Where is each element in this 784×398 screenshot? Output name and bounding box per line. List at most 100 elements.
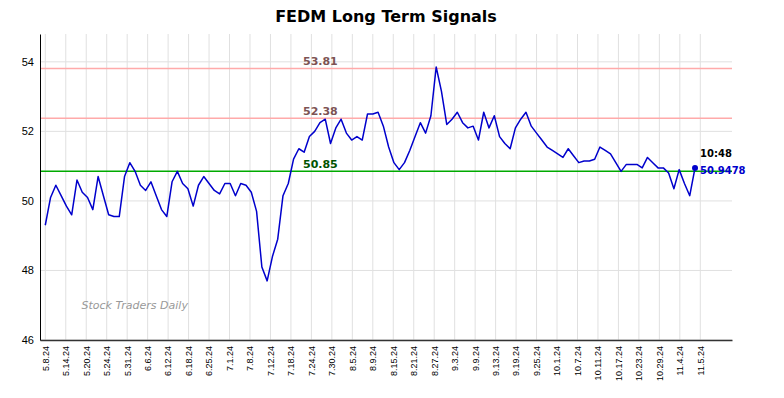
x-tick-label: 6.6.24 bbox=[143, 346, 153, 371]
x-tick: 6.25.24 bbox=[204, 340, 214, 376]
grid-line-x bbox=[597, 34, 598, 340]
x-tick: 7.30.24 bbox=[327, 340, 337, 376]
y-tick-label: 54 bbox=[22, 56, 34, 68]
last-point bbox=[692, 165, 698, 171]
x-tick: 8.27.24 bbox=[430, 340, 440, 376]
x-tick-label: 5.14.24 bbox=[61, 346, 71, 376]
y-tick-label: 50 bbox=[22, 195, 34, 207]
grid-line-x bbox=[106, 34, 107, 340]
x-tick-label: 9.13.24 bbox=[491, 346, 501, 376]
x-tick-label: 5.8.24 bbox=[41, 346, 51, 371]
y-tick-label: 52 bbox=[22, 125, 34, 137]
y-axis-line bbox=[40, 35, 41, 341]
x-tick: 7.12.24 bbox=[266, 340, 276, 376]
x-tick-label: 7.8.24 bbox=[245, 346, 255, 371]
x-tick-label: 7.1.24 bbox=[225, 346, 235, 371]
grid-line-x bbox=[557, 34, 558, 340]
x-tick: 8.15.24 bbox=[389, 340, 399, 376]
grid-line-x bbox=[168, 34, 169, 340]
reference-label: 52.38 bbox=[303, 105, 338, 118]
x-tick-label: 8.27.24 bbox=[430, 346, 440, 376]
grid-line-x bbox=[188, 34, 189, 340]
reference-line bbox=[40, 171, 732, 173]
x-tick: 9.9.24 bbox=[471, 340, 481, 371]
grid-line-y bbox=[40, 61, 732, 62]
x-tick-label: 10.17.24 bbox=[614, 346, 624, 381]
x-tick: 7.18.24 bbox=[286, 340, 296, 376]
grid-line-y bbox=[40, 340, 732, 341]
x-tick-label: 8.15.24 bbox=[389, 346, 399, 376]
x-tick-label: 8.5.24 bbox=[348, 346, 358, 371]
x-tick-label: 8.21.24 bbox=[409, 346, 419, 376]
grid-line-x bbox=[127, 34, 128, 340]
watermark: Stock Traders Daily bbox=[82, 299, 189, 312]
y-tick: 50 bbox=[22, 195, 40, 207]
grid-line-x bbox=[290, 34, 291, 340]
y-tick: 46 bbox=[22, 334, 40, 346]
x-tick: 9.3.24 bbox=[450, 340, 460, 371]
x-tick: 11.4.24 bbox=[675, 340, 685, 375]
grid-line-x bbox=[331, 34, 332, 340]
grid-line-x bbox=[249, 34, 250, 340]
x-tick: 8.9.24 bbox=[368, 340, 378, 371]
x-tick-label: 7.12.24 bbox=[266, 346, 276, 376]
x-tick: 5.14.24 bbox=[61, 340, 71, 376]
x-tick-label: 6.18.24 bbox=[184, 346, 194, 376]
x-tick: 9.25.24 bbox=[532, 340, 542, 376]
x-tick: 5.31.24 bbox=[123, 340, 133, 376]
x-tick: 9.13.24 bbox=[491, 340, 501, 376]
x-tick-label: 6.12.24 bbox=[163, 346, 173, 376]
grid-line-x bbox=[393, 34, 394, 340]
reference-line bbox=[40, 68, 732, 70]
grid-line-x bbox=[229, 34, 230, 340]
x-tick-label: 8.9.24 bbox=[368, 346, 378, 371]
reference-label: 53.81 bbox=[303, 55, 338, 68]
price-line bbox=[45, 67, 695, 281]
x-tick: 10.29.24 bbox=[655, 340, 665, 381]
title: FEDM Long Term Signals bbox=[275, 7, 497, 26]
x-tick: 9.19.24 bbox=[511, 340, 521, 376]
grid-line-x bbox=[352, 34, 353, 340]
x-tick: 6.18.24 bbox=[184, 340, 194, 376]
grid-line-x bbox=[659, 34, 660, 340]
x-tick: 10.7.24 bbox=[573, 340, 583, 376]
x-tick: 10.11.24 bbox=[593, 340, 603, 380]
x-tick: 5.20.24 bbox=[82, 340, 92, 376]
y-tick: 48 bbox=[22, 264, 40, 276]
grid-line-x bbox=[413, 34, 414, 340]
grid-line-x bbox=[209, 34, 210, 340]
last-point-time: 10:48 bbox=[700, 148, 732, 159]
x-tick: 11.5.24 bbox=[696, 340, 706, 375]
x-tick: 10.1.24 bbox=[552, 340, 562, 376]
y-tick-label: 48 bbox=[22, 264, 34, 276]
x-tick: 10.17.24 bbox=[614, 340, 624, 381]
x-tick-label: 10.23.24 bbox=[634, 346, 644, 381]
last-point-value: 50.9478 bbox=[700, 165, 746, 176]
grid-line-x bbox=[577, 34, 578, 340]
grid-line-x bbox=[86, 34, 87, 340]
x-tick-label: 5.24.24 bbox=[102, 346, 112, 376]
x-tick-label: 9.3.24 bbox=[450, 346, 460, 371]
y-tick-label: 46 bbox=[22, 334, 34, 346]
x-tick: 7.24.24 bbox=[307, 340, 317, 376]
grid-line-x bbox=[495, 34, 496, 340]
x-tick-label: 9.19.24 bbox=[511, 346, 521, 376]
grid-line-x bbox=[679, 34, 680, 340]
x-tick-label: 5.20.24 bbox=[82, 346, 92, 376]
x-tick: 7.1.24 bbox=[225, 340, 235, 371]
grid-line-y bbox=[40, 270, 732, 271]
x-tick-label: 5.31.24 bbox=[123, 346, 133, 376]
grid-line-x bbox=[536, 34, 537, 340]
x-tick: 5.24.24 bbox=[102, 340, 112, 376]
x-tick-label: 10.1.24 bbox=[552, 346, 562, 376]
grid-line-x bbox=[475, 34, 476, 340]
x-axis: 5.8.24 5.14.24 5.20.24 5.24.24 5.31.24 6.6.24… bbox=[41, 340, 733, 381]
chart: Stock Traders Daily5.8.245.14.245.20.245… bbox=[0, 0, 784, 398]
x-tick: 8.21.24 bbox=[409, 340, 419, 376]
x-tick-label: 10.11.24 bbox=[593, 346, 603, 380]
grid-line-y bbox=[40, 131, 732, 132]
x-tick: 8.5.24 bbox=[348, 340, 358, 371]
x-tick: 7.8.24 bbox=[245, 340, 255, 371]
x-tick: 6.12.24 bbox=[163, 340, 173, 376]
grid-line-x bbox=[65, 34, 66, 340]
